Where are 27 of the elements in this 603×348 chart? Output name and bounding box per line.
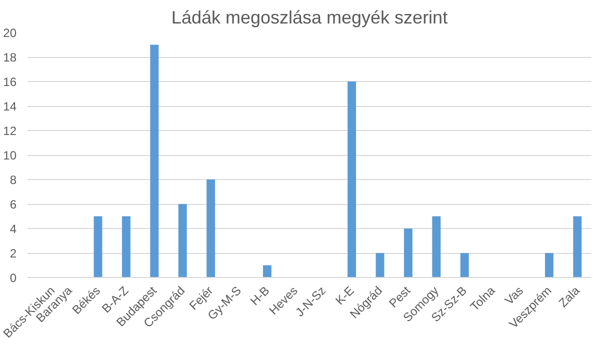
y-tick-label: 12 (3, 124, 17, 138)
y-tick-label: 8 (10, 173, 17, 187)
bar (122, 216, 130, 278)
y-tick-label: 4 (10, 222, 17, 236)
bar (432, 216, 441, 278)
bar (206, 180, 216, 278)
bar (262, 265, 272, 278)
y-tick-label: 0 (10, 271, 17, 285)
y-tick-label: 18 (3, 50, 17, 64)
bar (460, 253, 469, 278)
y-tick-label: 2 (10, 246, 17, 260)
y-tick-label: 10 (3, 148, 17, 162)
bar (150, 44, 159, 278)
chart-title: Ládák megoszlása megyék szerint (171, 8, 448, 28)
y-tick-label: 14 (3, 100, 17, 114)
y-tick-label: 6 (10, 198, 17, 212)
bar (94, 216, 102, 278)
bar (544, 253, 554, 278)
x-tick-label: Zala (556, 283, 583, 310)
bar (348, 82, 356, 278)
x-tick-label: H-B (248, 284, 272, 308)
bar (573, 216, 582, 278)
bar (404, 228, 412, 278)
bar (376, 253, 384, 278)
bar (178, 204, 187, 278)
y-tick-label: 16 (3, 75, 17, 89)
y-tick-label: 20 (3, 26, 17, 40)
